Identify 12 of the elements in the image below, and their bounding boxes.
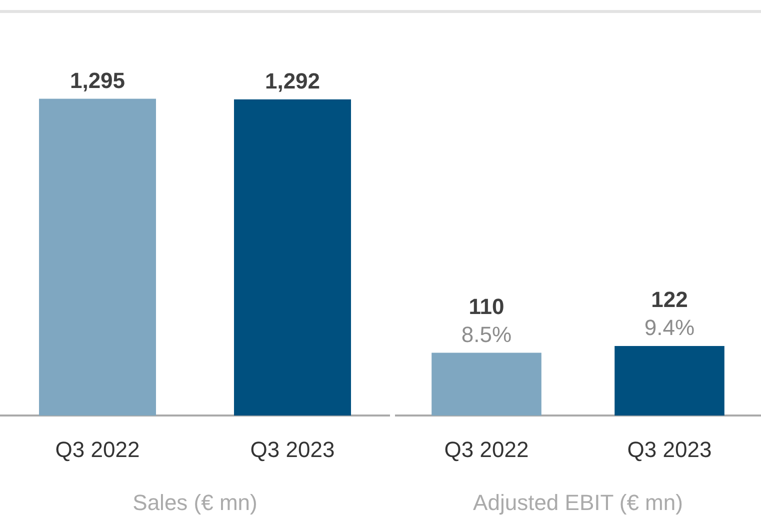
x-tick-label: Q3 2023	[627, 436, 712, 462]
data-label: 1,292	[264, 68, 320, 94]
x-tick-label: Q3 2023	[250, 436, 335, 462]
x-axis-title: Adjusted EBIT (€ mn)	[472, 489, 684, 517]
annotation: 9.4%	[644, 315, 695, 340]
data-label: 1,295	[70, 68, 126, 93]
x-tick-label: Q3 2022	[444, 436, 529, 462]
x-axis-title: Sales (€ mn)	[132, 489, 258, 517]
annotation: 8.5%	[461, 322, 512, 347]
data-label: 110	[468, 294, 504, 319]
data-label: 122	[651, 287, 688, 312]
x-tick-label: Q3 2022	[55, 436, 140, 462]
